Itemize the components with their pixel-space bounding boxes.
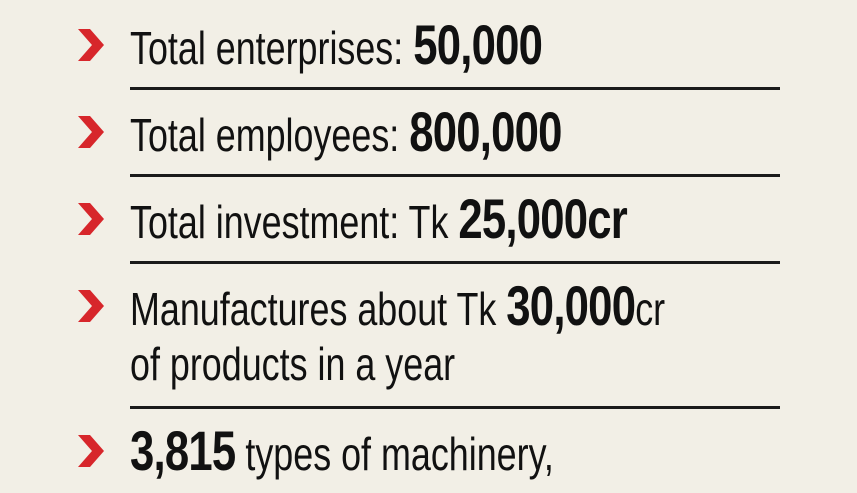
chevron-icon	[78, 116, 104, 148]
fact-label: Manufactures about Tk	[130, 283, 497, 335]
fact-item: Total enterprises: 50,000	[78, 3, 780, 90]
fact-value: 30,000	[506, 274, 636, 337]
page: Total enterprises: 50,000 Total employees…	[78, 15, 780, 480]
fact-item: 3,815 types of machinery,	[78, 409, 780, 493]
fact-item: Total investment: Tk 25,000cr	[78, 177, 780, 264]
fact-label: Total employees:	[130, 109, 400, 161]
fact-line: Total employees: 800,000	[130, 100, 637, 163]
chevron-icon	[78, 29, 104, 61]
fact-line: Total enterprises: 50,000	[130, 13, 637, 76]
chevron-icon	[78, 435, 104, 467]
fact-line: 3,815 types of machinery,	[130, 419, 637, 482]
fact-list: Total enterprises: 50,000 Total employees…	[0, 3, 857, 493]
fact-label: of products in a year	[130, 338, 456, 390]
fact-label: types of machinery,	[245, 428, 554, 480]
fact-line: Total investment: Tk 25,000cr	[130, 187, 637, 250]
fact-label: Total investment: Tk	[130, 196, 449, 248]
fact-item: Total employees: 800,000	[78, 90, 780, 177]
fact-value: 3,815	[130, 419, 236, 482]
fact-value: 800,000	[409, 100, 562, 163]
fact-unit: cr	[635, 283, 666, 335]
fact-line: of products in a year	[130, 335, 637, 393]
fact-item: Manufactures about Tk 30,000cr of product…	[78, 264, 780, 409]
chevron-icon	[78, 203, 104, 235]
fact-label: Total enterprises:	[130, 22, 404, 74]
fact-line: Manufactures about Tk 30,000cr	[130, 274, 665, 337]
chevron-icon	[78, 290, 104, 322]
fact-value: 50,000	[413, 13, 543, 76]
fact-value: 25,000cr	[458, 187, 628, 250]
